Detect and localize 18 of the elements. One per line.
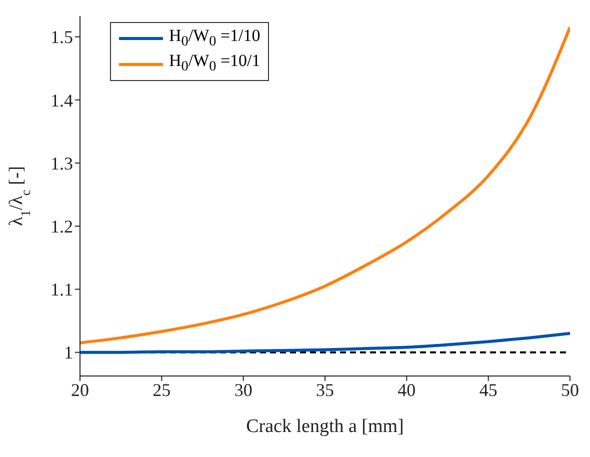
y-tick-label: 1.5 (50, 27, 73, 48)
y-tick-label: 1.2 (50, 216, 73, 237)
x-tick-label: 45 (479, 380, 498, 400)
y-tick-label: 1 (64, 342, 73, 363)
y-tick-label: 1.4 (50, 90, 73, 110)
x-tick-label: 20 (71, 380, 89, 400)
legend-label: H$_{0}$/W$_{0}$ =1/10 (169, 26, 260, 52)
x-axis-title: Crack length a [mm] (246, 416, 404, 437)
x-tick-label: 25 (152, 380, 171, 400)
y-tick-label: 1.3 (50, 153, 73, 174)
x-tick-label: 35 (316, 380, 334, 400)
line-series (80, 26, 570, 344)
y-tick-label: 1.1 (50, 280, 73, 300)
legend-label: H$_{0}$/W$_{0}$ =10/1 (169, 51, 260, 77)
line-series (80, 332, 570, 354)
x-tick-label: 30 (234, 380, 252, 400)
x-tick-label: 50 (561, 380, 579, 400)
x-tick-label: 40 (398, 380, 416, 400)
